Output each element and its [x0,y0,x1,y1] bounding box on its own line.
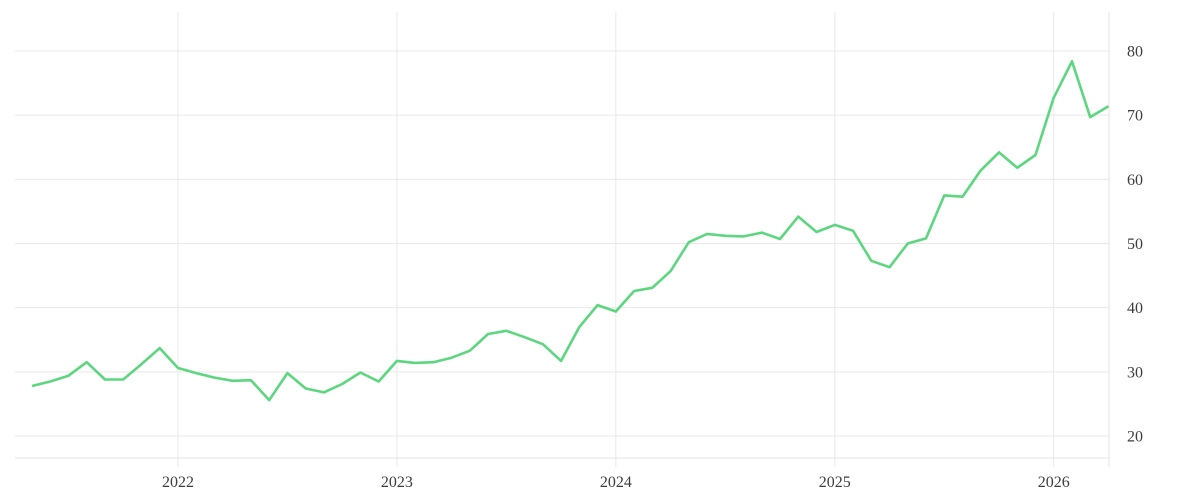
y-tick-label-30: 30 [1127,364,1143,381]
x-tick-label-2025: 2025 [819,474,851,491]
y-tick-label-60: 60 [1127,172,1143,189]
y-tick-label-80: 80 [1127,44,1143,61]
y-tick-label-50: 50 [1127,236,1143,253]
x-tick-label-2022: 2022 [162,474,194,491]
y-tick-label-40: 40 [1127,300,1143,317]
x-tick-label-2026: 2026 [1038,474,1070,491]
x-tick-label-2024: 2024 [600,474,632,491]
y-tick-label-70: 70 [1127,108,1143,125]
x-tick-label-2023: 2023 [381,474,413,491]
price-series-line[interactable] [31,59,1110,402]
y-tick-label-20: 20 [1127,429,1143,446]
